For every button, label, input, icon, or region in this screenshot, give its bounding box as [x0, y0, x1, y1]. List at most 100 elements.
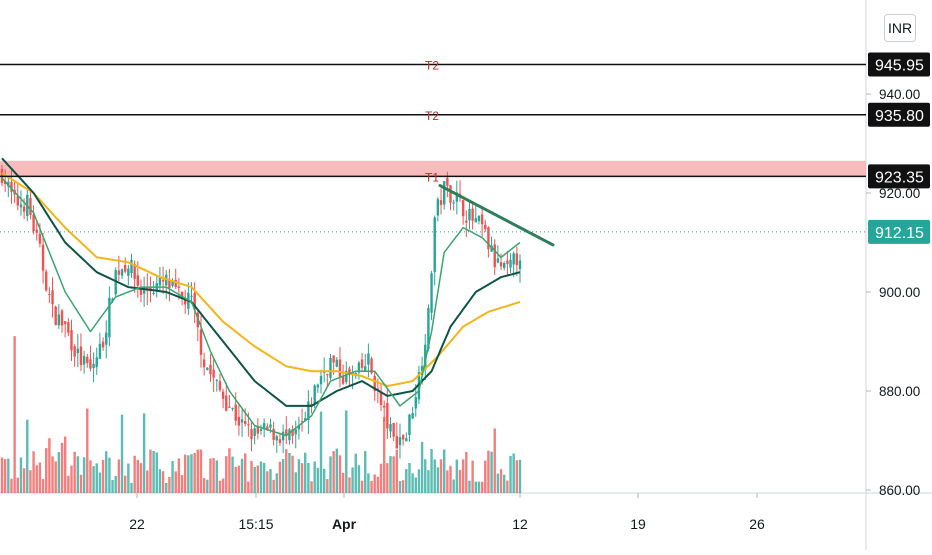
candle-body: [133, 263, 136, 279]
volume-bar: [120, 414, 124, 493]
volume-bar: [405, 469, 408, 493]
volume-bar: [171, 461, 174, 493]
candle-body: [215, 380, 218, 382]
candle-body: [228, 406, 231, 408]
volume-bar: [433, 459, 436, 493]
volume-bar: [484, 460, 487, 493]
candle-body: [193, 292, 196, 310]
volume-bar: [142, 413, 146, 493]
level-price-badge: [868, 52, 930, 77]
candle-body: [206, 367, 209, 370]
volume-bar: [515, 460, 519, 493]
candle-body: [449, 185, 452, 203]
volume-bar: [319, 411, 323, 493]
candle-body: [326, 374, 329, 376]
volume-bar: [471, 460, 474, 493]
volume-bar: [281, 459, 285, 493]
volume-bar: [262, 462, 266, 493]
candle-body: [452, 202, 455, 204]
candle-body: [401, 435, 405, 440]
target-level-label: T1: [425, 170, 439, 184]
volume-bar: [86, 408, 89, 493]
candle-body: [253, 428, 256, 437]
volume-bar: [493, 428, 496, 493]
currency-badge[interactable]: INR: [884, 14, 916, 42]
candle-body: [291, 429, 294, 437]
candle-body: [474, 218, 477, 223]
candle-body: [307, 401, 310, 421]
candle-body: [278, 439, 282, 444]
volume-bar: [149, 449, 152, 493]
volume-bar: [161, 471, 165, 493]
volume-bar: [272, 479, 275, 493]
ema-slow-line: [1, 172, 521, 388]
volume-bar: [379, 463, 383, 493]
volume-bar: [297, 459, 301, 493]
volume-bar: [269, 469, 272, 493]
volume-bar: [503, 474, 506, 493]
volume-bar: [401, 480, 405, 493]
volume-bar: [41, 479, 45, 493]
candle-body: [436, 199, 440, 216]
volume-bar: [155, 452, 158, 493]
candle-body: [382, 405, 386, 408]
candle-body: [262, 423, 266, 429]
volume-bar: [411, 473, 414, 493]
trendline[interactable]: [438, 184, 555, 247]
candle-body: [212, 369, 215, 378]
last-price-badge: [868, 219, 930, 244]
price-tick-label: 940.00: [879, 87, 920, 102]
candle-body: [357, 362, 361, 373]
candle-body: [32, 214, 35, 231]
candle-body: [63, 321, 67, 324]
price-tick-label: 880.00: [879, 384, 920, 399]
candle-body: [48, 293, 51, 295]
candle-body: [127, 268, 130, 276]
time-tick-label: 15:15: [238, 516, 273, 532]
volume-bar: [420, 441, 424, 493]
candle-body: [341, 375, 345, 384]
price-tick-label: 920.00: [879, 186, 920, 201]
volume-bar: [29, 470, 32, 493]
volume-bar: [458, 469, 462, 493]
candle-body: [285, 429, 288, 436]
candle-body: [237, 416, 241, 426]
candle-body: [332, 355, 335, 363]
candle-body: [395, 436, 399, 449]
volume-bar: [518, 459, 522, 493]
candle-body: [108, 297, 111, 338]
candle-body: [322, 371, 326, 373]
volume-bar: [430, 449, 433, 493]
volume-bar: [436, 467, 440, 493]
candle-body: [348, 368, 351, 374]
volume-bar: [247, 481, 250, 493]
level-price-badge-label: 935.80: [875, 108, 924, 125]
volume-bar: [234, 466, 237, 493]
volume-bar: [193, 452, 196, 493]
candle-body: [329, 358, 332, 378]
volume-bar: [250, 461, 253, 493]
candle-body: [51, 290, 54, 305]
candle-body: [54, 306, 57, 326]
volume-bar: [354, 453, 357, 493]
volume-bar: [240, 458, 244, 493]
volume-bar: [291, 455, 294, 493]
candle-body: [442, 181, 446, 205]
candle-body: [266, 426, 269, 430]
volume-bar: [51, 456, 54, 493]
volume-bar: [158, 469, 162, 493]
candle-body: [70, 330, 73, 351]
volume-bar: [206, 479, 209, 493]
volume-bar: [63, 436, 67, 493]
candle-body: [518, 260, 522, 270]
candle-body: [411, 413, 414, 419]
candle-body: [433, 217, 436, 272]
candle-body: [427, 308, 430, 350]
candle-body: [120, 269, 124, 276]
volume-bar: [202, 478, 206, 493]
volume-bar: [108, 457, 111, 493]
volume-bar: [499, 469, 503, 493]
ema-mid-line: [1, 157, 521, 407]
